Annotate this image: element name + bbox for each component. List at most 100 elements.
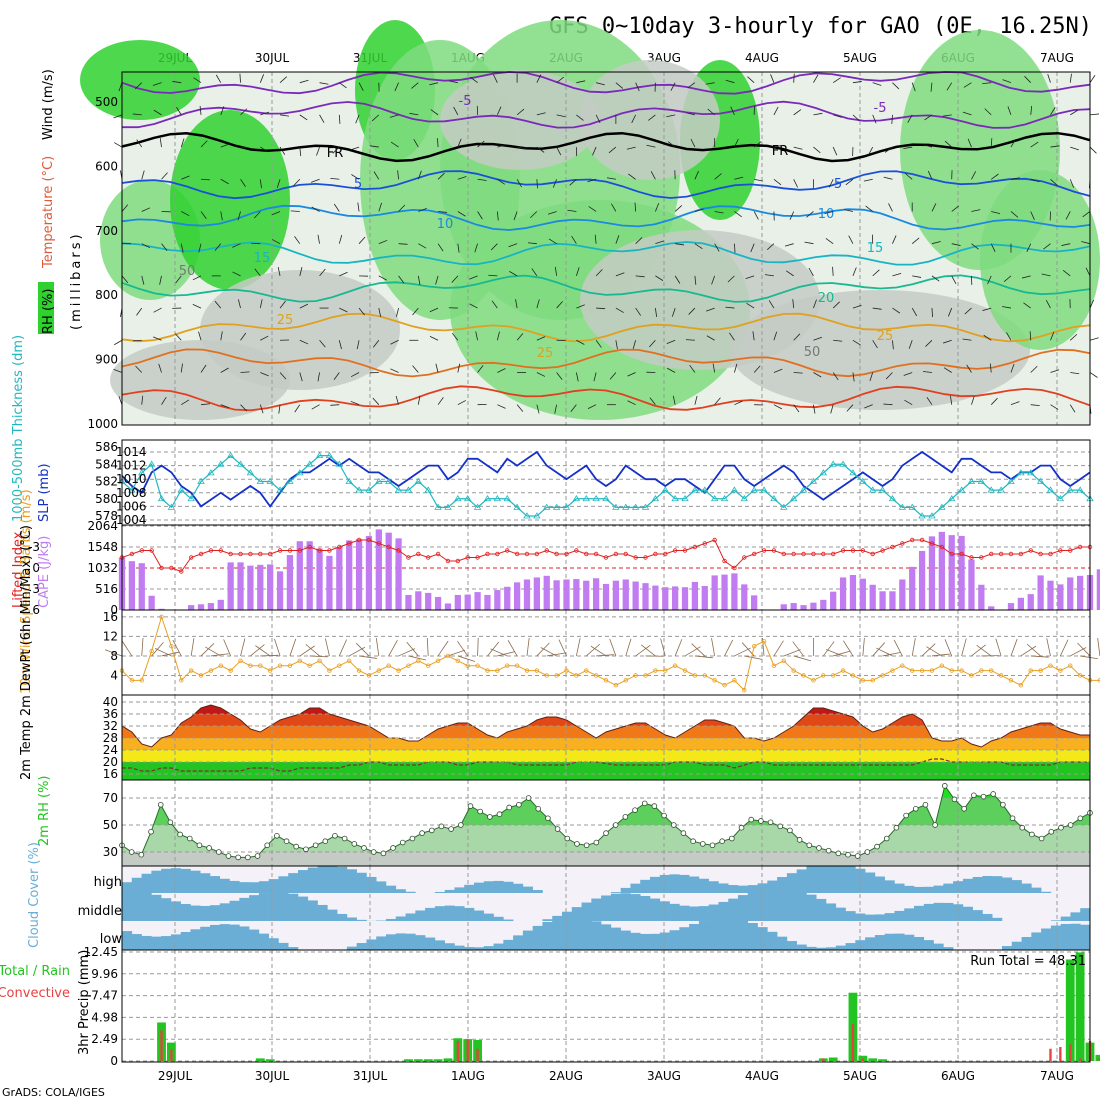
- cape-bar: [612, 580, 620, 610]
- li-point: [524, 551, 530, 557]
- wind-barb: [260, 372, 269, 377]
- precip-convective-bar: [466, 1039, 469, 1061]
- wind-speed-point: [998, 673, 1004, 678]
- precip-tick-label: 0: [110, 1054, 118, 1068]
- cloud-cell: [894, 933, 905, 950]
- cloud-cell: [630, 932, 641, 950]
- cape-bar: [741, 584, 748, 610]
- wind-barb: [240, 332, 247, 341]
- thickness-point: [868, 486, 877, 493]
- thickness-point: [602, 494, 610, 502]
- wind-barb: [569, 178, 577, 186]
- contour-label: FR: [772, 144, 789, 159]
- wind-barb: [260, 111, 269, 116]
- li-point: [761, 548, 767, 553]
- li-point: [860, 548, 866, 553]
- wind-barb: [1077, 642, 1091, 657]
- cloud-cell: [777, 936, 788, 950]
- wind-barb: [892, 273, 902, 277]
- wind-speed-point: [554, 673, 559, 678]
- rh-point: [157, 801, 164, 808]
- isotherm-line: [121, 274, 1091, 303]
- cloud-cell: [1031, 887, 1042, 893]
- cloud-cell: [904, 934, 915, 950]
- cloud-cell: [278, 876, 289, 893]
- wind-barb: [457, 363, 461, 373]
- wind-barb: [672, 395, 676, 405]
- cape-bar: [247, 565, 254, 610]
- wind-barb: [944, 140, 952, 148]
- wind-barb: [324, 638, 330, 657]
- wind-barb: [892, 340, 894, 350]
- wind-barb: [260, 335, 269, 341]
- wind-barb: [1050, 404, 1059, 410]
- cape-bar: [434, 596, 442, 610]
- li-point: [712, 537, 717, 543]
- li-point: [801, 551, 806, 557]
- thickness-point: [157, 494, 166, 502]
- wind-barb: [398, 648, 416, 657]
- cloud-cell: [835, 907, 846, 921]
- cloud-cell: [806, 946, 817, 950]
- cloud-cell: [131, 934, 142, 950]
- wind-speed-point: [317, 658, 322, 664]
- thickness-tick-label: 580: [95, 492, 118, 506]
- wind-barb: [556, 146, 562, 156]
- thickness-point: [138, 469, 146, 476]
- rh-point: [457, 822, 464, 828]
- thickness-point: [355, 486, 363, 493]
- cloud-cell: [464, 947, 475, 950]
- cloud-cell: [493, 943, 504, 950]
- rh-point: [167, 819, 174, 826]
- wind-barb: [309, 655, 328, 658]
- bottom-date-label: 29JUL: [158, 1069, 193, 1083]
- wind-barb: [406, 641, 419, 657]
- cape-bar: [583, 580, 590, 610]
- wind-barb: [983, 334, 992, 341]
- wind-barb: [271, 239, 281, 245]
- cloud-cell: [1050, 925, 1061, 950]
- rh-contour-fill: [170, 110, 290, 290]
- cape-bar: [148, 595, 155, 610]
- rh-point: [545, 815, 551, 822]
- wind-barb: [773, 106, 779, 116]
- thickness-point: [286, 477, 294, 484]
- wind-barb: [118, 82, 123, 92]
- cloud-cell: [738, 921, 749, 950]
- wind-barb: [991, 211, 1001, 215]
- wind-barb: [766, 243, 775, 250]
- wind-barb: [844, 209, 854, 212]
- wind-barb: [220, 178, 229, 185]
- cape-bar: [662, 587, 669, 610]
- wind-barb: [192, 275, 202, 281]
- wind-barb: [852, 304, 862, 309]
- rh-point: [670, 822, 677, 828]
- cloud-cell: [689, 923, 700, 950]
- wind-speed-point: [890, 668, 895, 673]
- wind-barb: [375, 638, 380, 656]
- wind-barb: [339, 82, 347, 89]
- li-tick-label: 6: [32, 603, 40, 617]
- wind-barb: [876, 647, 893, 657]
- wind-barb: [1062, 270, 1071, 277]
- wind-barb: [789, 211, 795, 220]
- rh-band: [122, 798, 1090, 825]
- li-point: [830, 551, 836, 557]
- li-point: [633, 555, 638, 560]
- cloud-cell: [728, 885, 739, 893]
- wind-barb: [685, 339, 695, 341]
- cloud-cell: [405, 933, 416, 950]
- wind-barb: [592, 146, 597, 156]
- li-point: [880, 548, 885, 553]
- wind-barb: [725, 306, 735, 309]
- cloud-cell: [346, 946, 357, 950]
- wind-barb: [1047, 73, 1051, 83]
- wind-barb: [240, 371, 250, 373]
- li-point: [1058, 548, 1063, 553]
- wind-speed-point: [1077, 673, 1083, 678]
- cloud-cell: [268, 879, 279, 893]
- wind-speed-point: [366, 673, 372, 678]
- li-point: [811, 551, 816, 557]
- wind-speed-point: [485, 668, 490, 673]
- wind-barb: [556, 114, 566, 118]
